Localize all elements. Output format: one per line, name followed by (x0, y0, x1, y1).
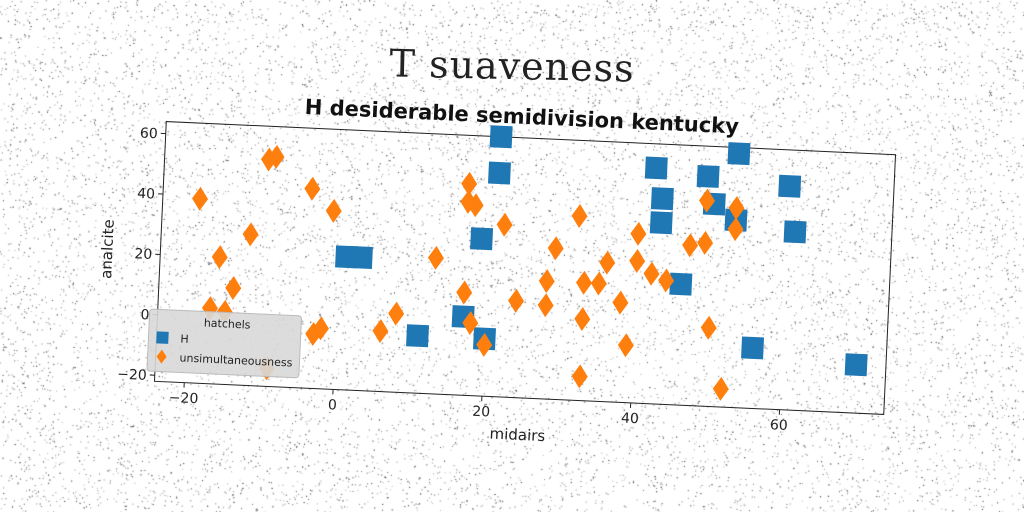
point-unsimultaneousness (537, 293, 554, 318)
point-unsimultaneousness (571, 364, 588, 389)
point-h (649, 211, 673, 235)
point-unsimultaneousness (508, 288, 525, 313)
y-tick-label: 60 (140, 125, 159, 142)
point-unsimultaneousness (388, 301, 405, 326)
plot-group: −20 0 20 40 60 −20 0 20 40 60 H desiderable semid… (97, 95, 897, 446)
point-unsimultaneousness (590, 271, 607, 296)
point-h (741, 336, 765, 360)
point-h (844, 353, 868, 377)
point-unsimultaneousness (574, 307, 591, 332)
legend-title: hatchels (204, 316, 251, 331)
point-h (778, 174, 802, 198)
point-unsimultaneousness (728, 196, 745, 220)
point-unsimultaneousness (427, 245, 444, 270)
y-axis-label: analcite (97, 219, 118, 279)
point-unsimultaneousness (460, 189, 477, 214)
plot-area (153, 121, 897, 415)
point-unsimultaneousness (268, 144, 285, 169)
point-unsimultaneousness (643, 261, 660, 286)
point-unsimultaneousness (629, 249, 646, 273)
point-unsimultaneousness (242, 222, 259, 247)
point-unsimultaneousness (372, 319, 389, 344)
point-unsimultaneousness (192, 186, 209, 211)
legend-marker-unsimultaneousness (156, 349, 167, 364)
point-h (696, 164, 720, 188)
legend-box (146, 308, 302, 379)
legend-label-unsimultaneousness: unsimultaneousness (179, 351, 293, 369)
legend-label-h: H (180, 332, 189, 345)
point-unsimultaneousness (617, 333, 634, 358)
point-unsimultaneousness (727, 217, 744, 242)
data-points (192, 125, 868, 401)
axis-ticks: −20 0 20 40 60 −20 0 20 40 60 (117, 125, 789, 434)
point-unsimultaneousness (575, 270, 592, 295)
point-unsimultaneousness (712, 376, 729, 401)
point-unsimultaneousness (682, 233, 699, 258)
point-unsimultaneousness (312, 316, 329, 341)
point-h (487, 161, 511, 185)
point-unsimultaneousness (630, 221, 647, 246)
y-tick-label: 40 (137, 186, 156, 203)
x-axis-label: midairs (489, 425, 546, 446)
point-h (783, 220, 807, 244)
point-unsimultaneousness (225, 276, 242, 301)
point-unsimultaneousness (456, 280, 473, 305)
point-h (650, 187, 674, 211)
point-unsimultaneousness (461, 171, 478, 196)
point-unsimultaneousness (697, 230, 714, 255)
point-unsimultaneousness (496, 212, 513, 237)
x-tick-label: 40 (621, 411, 640, 428)
point-h (349, 246, 373, 270)
x-tick-label: 20 (472, 404, 491, 421)
y-tick-label: 0 (140, 307, 150, 323)
point-unsimultaneousness (699, 188, 716, 213)
point-unsimultaneousness (211, 245, 228, 270)
point-unsimultaneousness (571, 204, 588, 228)
point-h (669, 272, 693, 296)
y-tick-label: −20 (117, 367, 147, 384)
x-tick-label: 0 (328, 397, 338, 413)
point-unsimultaneousness (612, 290, 629, 315)
point-h (470, 227, 494, 251)
point-unsimultaneousness (658, 268, 675, 293)
point-h (644, 156, 668, 180)
point-unsimultaneousness (547, 236, 564, 261)
point-unsimultaneousness (700, 315, 717, 340)
legend: hatchels H unsimultaneousness (146, 308, 302, 379)
x-tick-label: 60 (770, 417, 789, 434)
point-h (727, 142, 751, 166)
point-unsimultaneousness (467, 193, 484, 218)
point-unsimultaneousness (476, 332, 493, 357)
chart-title: H desiderable semidivision kentucky (304, 95, 739, 139)
legend-marker-h (156, 331, 169, 344)
point-unsimultaneousness (325, 198, 342, 223)
x-tick-label: −20 (168, 390, 198, 407)
point-h (489, 125, 513, 149)
point-unsimultaneousness (599, 250, 616, 275)
point-unsimultaneousness (304, 176, 321, 201)
point-unsimultaneousness (538, 269, 555, 294)
point-unsimultaneousness (462, 311, 479, 336)
y-tick-label: 20 (134, 246, 153, 263)
point-h (406, 324, 430, 348)
